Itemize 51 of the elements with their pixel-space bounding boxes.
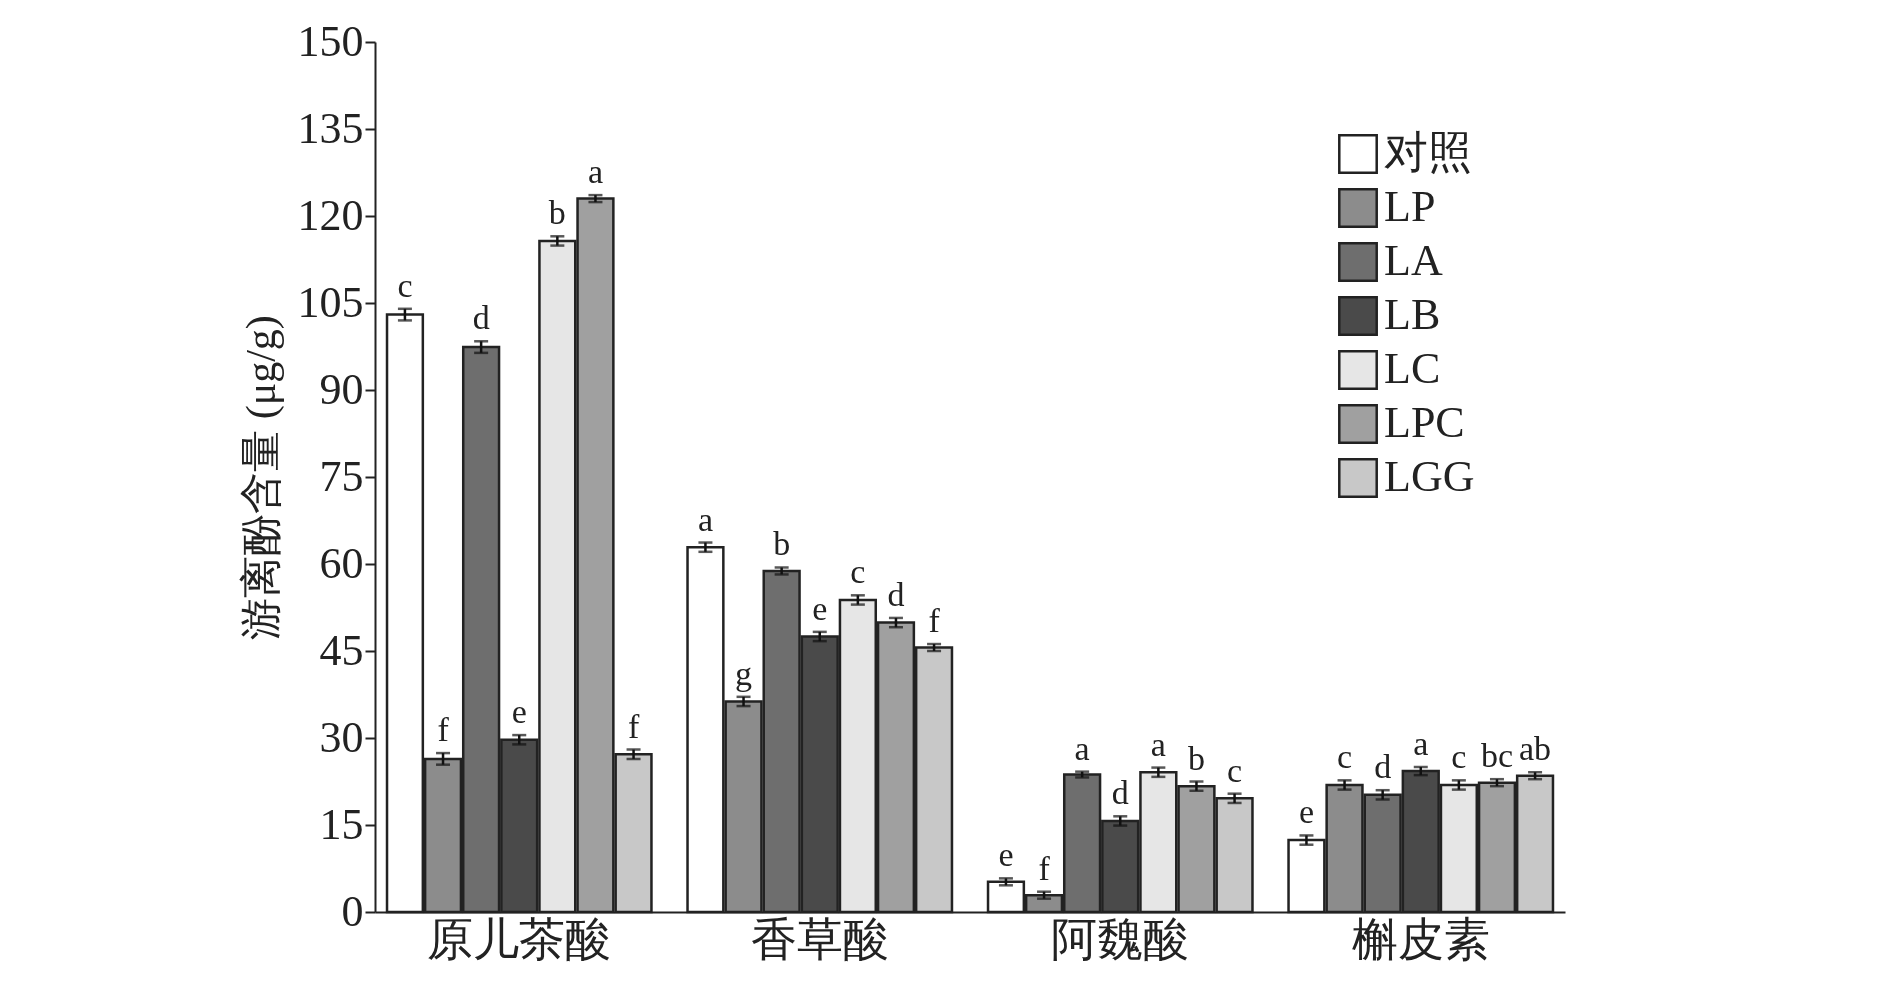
data-label: b — [773, 525, 791, 563]
x-tick-label: 香草酸 — [750, 913, 889, 965]
x-tick-label: 原儿茶酸 — [427, 913, 612, 965]
data-label: c — [1451, 738, 1467, 776]
data-label: f — [928, 602, 941, 640]
legend-label: LA — [1384, 236, 1443, 285]
data-label: bc — [1480, 737, 1514, 775]
legend-label: 对照 — [1384, 128, 1472, 177]
data-label: d — [1374, 748, 1392, 786]
data-label: a — [1074, 729, 1090, 767]
data-label: c — [397, 266, 413, 304]
data-label: e — [812, 589, 828, 627]
y-tick-label: 30 — [319, 712, 364, 762]
legend-label: LC — [1384, 344, 1441, 393]
data-label: d — [472, 299, 490, 337]
y-tick-label: 135 — [297, 103, 364, 153]
legend-label: LGG — [1384, 452, 1475, 501]
y-tick-label: 105 — [297, 277, 364, 327]
data-label: c — [1227, 751, 1243, 789]
y-tick-label: 150 — [297, 16, 364, 66]
data-label: f — [1038, 849, 1051, 887]
y-tick-label: 60 — [319, 538, 364, 588]
data-label: a — [697, 500, 713, 538]
y-tick-label: 45 — [319, 625, 364, 675]
data-label: b — [1187, 739, 1205, 777]
y-axis-title: 游离酚含量 (μg/g) — [237, 315, 285, 640]
x-tick-label: 阿魏酸 — [1051, 913, 1190, 965]
data-label: c — [850, 553, 866, 591]
x-tick-label: 槲皮素 — [1351, 913, 1490, 965]
y-tick-label: 90 — [319, 364, 364, 414]
data-label: e — [511, 693, 527, 731]
data-label: e — [1298, 793, 1314, 831]
y-tick-label: 75 — [319, 451, 364, 501]
legend-label: LP — [1384, 182, 1436, 231]
data-label: d — [1111, 774, 1129, 812]
data-label: f — [627, 707, 640, 745]
data-label: a — [1150, 725, 1166, 763]
data-label: e — [998, 836, 1014, 874]
y-tick-label: 120 — [297, 190, 364, 240]
y-tick-label: 0 — [341, 886, 364, 936]
data-label: f — [437, 711, 450, 749]
data-label: a — [1413, 725, 1429, 762]
data-label: b — [548, 194, 566, 232]
data-label: c — [1337, 738, 1353, 776]
legend-label: LB — [1384, 290, 1441, 339]
data-label: g — [735, 654, 753, 692]
data-label: a — [587, 153, 603, 191]
data-label: ab — [1519, 730, 1552, 768]
y-tick-label: 15 — [319, 799, 364, 849]
data-label: d — [887, 575, 905, 613]
legend-label: LPC — [1384, 398, 1465, 447]
